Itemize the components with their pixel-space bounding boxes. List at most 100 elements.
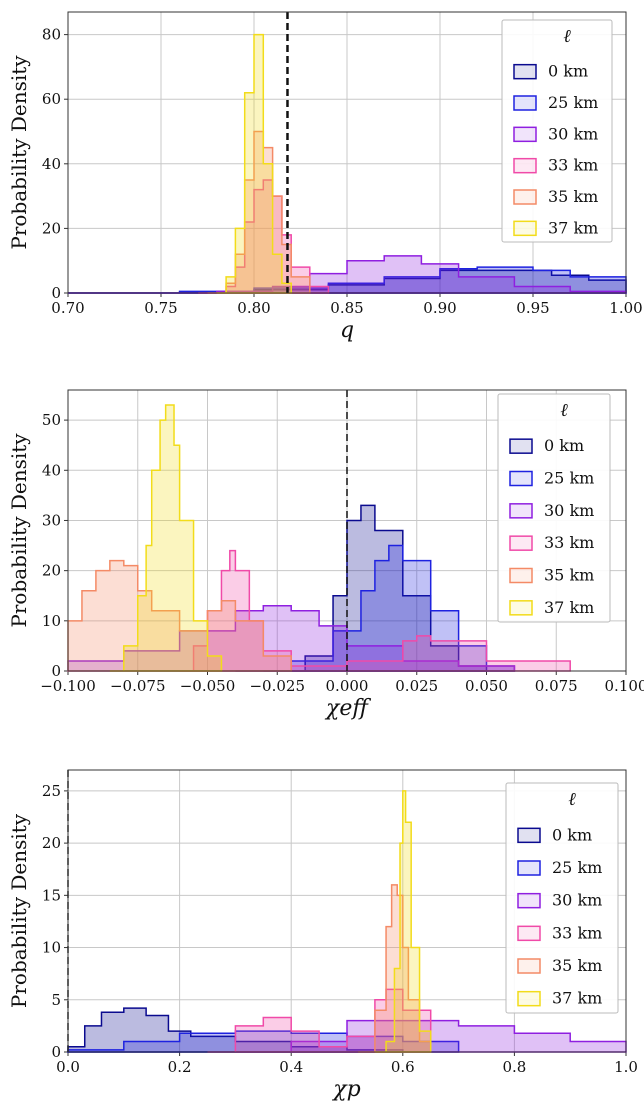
series-37-km	[374, 790, 432, 1053]
y-axis-label: Probability Density	[7, 433, 31, 628]
legend-label: 30 km	[548, 124, 598, 143]
legend-label: 0 km	[548, 62, 588, 81]
legend-swatch	[513, 189, 537, 205]
y-tick-label: 80	[42, 26, 61, 44]
legend-box	[501, 19, 613, 243]
series-30-km	[68, 255, 627, 294]
legend-swatch	[509, 438, 533, 454]
x-tick-label: 0.100	[605, 677, 644, 695]
legend-label: 37 km	[544, 598, 594, 617]
x-tick-label: 0.000	[326, 677, 369, 695]
legend-label: 25 km	[552, 858, 602, 877]
y-axis-label: Probability Density	[7, 55, 31, 250]
y-tick-label: 0	[51, 1043, 61, 1061]
legend-label: 30 km	[544, 501, 594, 520]
panel-2: −0.100 −0.075 −0.050 −0.025 0.000 0.025 0.050 0…	[7, 389, 644, 721]
legend-swatch	[509, 567, 533, 584]
x-tick-label: 0.025	[395, 677, 438, 695]
legend-label: 35 km	[544, 566, 594, 585]
series-35-km	[67, 559, 292, 672]
legend-swatch	[513, 220, 537, 237]
y-tick-label: 40	[42, 461, 61, 479]
x-tick-label: 0.8	[502, 1058, 526, 1076]
y-tick-label: 10	[42, 612, 61, 630]
legend-swatch	[513, 157, 537, 174]
series-25-km	[68, 266, 627, 294]
legend-label: 33 km	[552, 923, 602, 942]
legend-swatch	[517, 990, 541, 1007]
x-tick-label: −0.050	[180, 677, 236, 695]
legend-label: 35 km	[548, 187, 598, 206]
legend-label: 37 km	[552, 989, 602, 1008]
y-axis-label: Probability Density	[7, 813, 31, 1008]
x-tick-label: 0.90	[423, 299, 456, 317]
legend-label: 35 km	[552, 956, 602, 975]
y-tick-label: 0	[51, 284, 61, 302]
legend-label: 37 km	[548, 218, 598, 237]
legend-swatch	[517, 925, 541, 942]
legend-title: ℓ	[560, 400, 568, 421]
legend-swatch	[517, 892, 541, 909]
legend-label: 33 km	[544, 533, 594, 552]
legend-label: 0 km	[552, 825, 592, 844]
legend-label: 25 km	[548, 93, 598, 112]
legend: ℓ 0 km 25 km 30 km 33 km 35 km 37 km	[501, 19, 613, 243]
legend-title: ℓ	[563, 26, 571, 47]
legend-swatch	[509, 535, 533, 551]
series-37-km	[216, 33, 292, 294]
x-tick-label: 0.95	[516, 299, 549, 317]
y-tick-label: 20	[42, 834, 61, 852]
x-axis-label: χeff	[324, 696, 371, 721]
x-tick-label: −0.100	[40, 677, 96, 695]
y-tick-label: 20	[42, 219, 61, 237]
x-tick-label: 0.075	[535, 677, 578, 695]
y-tick-label: 0	[51, 662, 61, 680]
y-tick-label: 5	[51, 991, 61, 1009]
x-axis-label: χp	[331, 1077, 360, 1102]
y-tick-label: 30	[42, 511, 61, 529]
legend-label: 30 km	[552, 891, 602, 910]
x-tick-label: 0.2	[168, 1058, 192, 1076]
x-tick-label: 1.00	[609, 299, 642, 317]
legend-title: ℓ	[568, 789, 576, 810]
legend-swatch	[509, 600, 533, 616]
legend-swatch	[513, 63, 537, 80]
legend-label: 25 km	[544, 469, 594, 488]
panel-1: 0.70 0.75 0.80 0.85 0.90 0.95 1.00 0 20 40 60 80 Pro…	[7, 11, 643, 343]
x-tick-label: 0.75	[144, 299, 177, 317]
axes-frame	[67, 11, 627, 294]
legend-swatch	[517, 958, 541, 974]
x-tick-label: −0.025	[249, 677, 305, 695]
legend-swatch	[513, 95, 537, 111]
x-tick-label: −0.075	[110, 677, 166, 695]
x-tick-label: 0.050	[465, 677, 508, 695]
legend: ℓ 0 km 25 km 30 km 33 km 35 km 37 km	[497, 393, 611, 623]
y-tick-label: 25	[42, 782, 61, 800]
y-tick-label: 40	[42, 155, 61, 173]
legend-label: 33 km	[548, 156, 598, 175]
x-tick-label: 0.4	[279, 1058, 303, 1076]
x-tick-label: 1.0	[614, 1058, 638, 1076]
x-tick-label: 0.85	[330, 299, 363, 317]
x-tick-label: 0.80	[237, 299, 270, 317]
y-tick-label: 10	[42, 939, 61, 957]
legend-swatch	[517, 860, 541, 876]
legend-box	[497, 393, 611, 623]
x-tick-label: 0.0	[56, 1058, 80, 1076]
x-axis-label: q	[340, 318, 354, 343]
x-tick-label: 0.70	[51, 299, 84, 317]
y-tick-label: 15	[42, 886, 61, 904]
legend-label: 0 km	[544, 436, 584, 455]
series-37-km	[109, 404, 223, 672]
y-tick-label: 20	[42, 562, 61, 580]
legend-swatch	[517, 827, 541, 844]
legend-swatch	[509, 503, 533, 519]
legend: ℓ 0 km 25 km 30 km 33 km 35 km 37 km	[505, 782, 619, 1014]
y-tick-label: 50	[42, 411, 61, 429]
panel-3: 0.0 0.2 0.4 0.6 0.8 1.0 0 5 10 15 20 25 Probability …	[7, 769, 638, 1102]
legend-swatch	[513, 126, 537, 143]
y-tick-label: 60	[42, 90, 61, 108]
x-tick-label: 0.6	[391, 1058, 415, 1076]
legend-box	[505, 782, 619, 1014]
